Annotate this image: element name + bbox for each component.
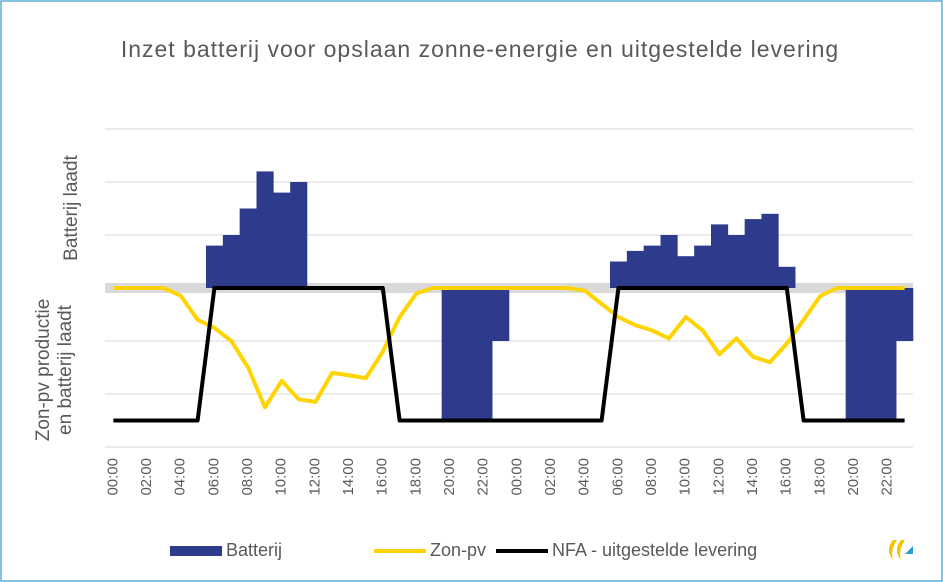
bar <box>711 224 729 288</box>
x-tick-label: 04:00 <box>576 458 593 496</box>
x-tick-label: 22:00 <box>475 458 492 496</box>
bar <box>677 256 695 288</box>
legend-label: NFA - uitgestelde levering <box>552 540 757 560</box>
bar <box>660 235 678 288</box>
bar <box>475 288 493 421</box>
x-tick-label: 18:00 <box>407 458 424 496</box>
bar <box>643 245 661 288</box>
legend-label: Zon-pv <box>430 540 486 560</box>
bar <box>273 192 291 288</box>
x-tick-label: 22:00 <box>879 458 896 496</box>
bar <box>458 288 476 421</box>
bar <box>761 213 779 288</box>
x-tick-label: 12:00 <box>306 458 323 496</box>
line <box>113 286 905 410</box>
legend-label: Batterij <box>226 540 282 560</box>
bar <box>727 235 745 288</box>
bar <box>694 245 712 288</box>
x-tick-label: 20:00 <box>441 458 458 496</box>
y-axis-label: en batterij laadt <box>55 304 76 435</box>
bar <box>626 250 644 288</box>
x-tick-label: 08:00 <box>643 458 660 496</box>
bar <box>206 245 224 288</box>
x-tick-label: 06:00 <box>205 458 222 496</box>
x-tick-label: 06:00 <box>609 458 626 496</box>
bar <box>610 261 628 288</box>
bar <box>239 208 257 288</box>
x-tick-label: 04:00 <box>172 458 189 496</box>
x-tick-label: 18:00 <box>811 458 828 496</box>
x-tick-label: 20:00 <box>845 458 862 496</box>
x-tick-label: 08:00 <box>239 458 256 496</box>
bar <box>778 266 796 288</box>
bar <box>896 288 914 341</box>
x-tick-label: 14:00 <box>340 458 357 496</box>
x-tick-label: 14:00 <box>744 458 761 496</box>
x-tick-label: 10:00 <box>677 458 694 496</box>
x-tick-label: 00:00 <box>508 458 525 496</box>
bar <box>879 288 897 421</box>
line <box>113 286 905 423</box>
legend-swatch <box>170 546 222 556</box>
x-tick-label: 12:00 <box>710 458 727 496</box>
bar <box>862 288 880 421</box>
y-axis-label: Batterij laadt <box>61 154 82 260</box>
bar <box>845 288 863 421</box>
x-tick-label: 16:00 <box>374 458 391 496</box>
chart-title: Inzet batterij voor opslaan zonne-energi… <box>120 36 840 62</box>
x-tick-label: 16:00 <box>778 458 795 496</box>
bar <box>290 182 308 288</box>
y-axis-label: Zon-pv productie <box>33 299 54 442</box>
bar <box>744 219 762 288</box>
bar <box>441 288 459 421</box>
bar <box>256 171 274 288</box>
bar <box>492 288 510 341</box>
x-tick-label: 00:00 <box>104 458 121 496</box>
x-tick-label: 02:00 <box>542 458 559 496</box>
bar <box>222 235 240 288</box>
x-tick-label: 10:00 <box>273 458 290 496</box>
x-tick-label: 02:00 <box>138 458 155 496</box>
logo <box>889 540 913 560</box>
